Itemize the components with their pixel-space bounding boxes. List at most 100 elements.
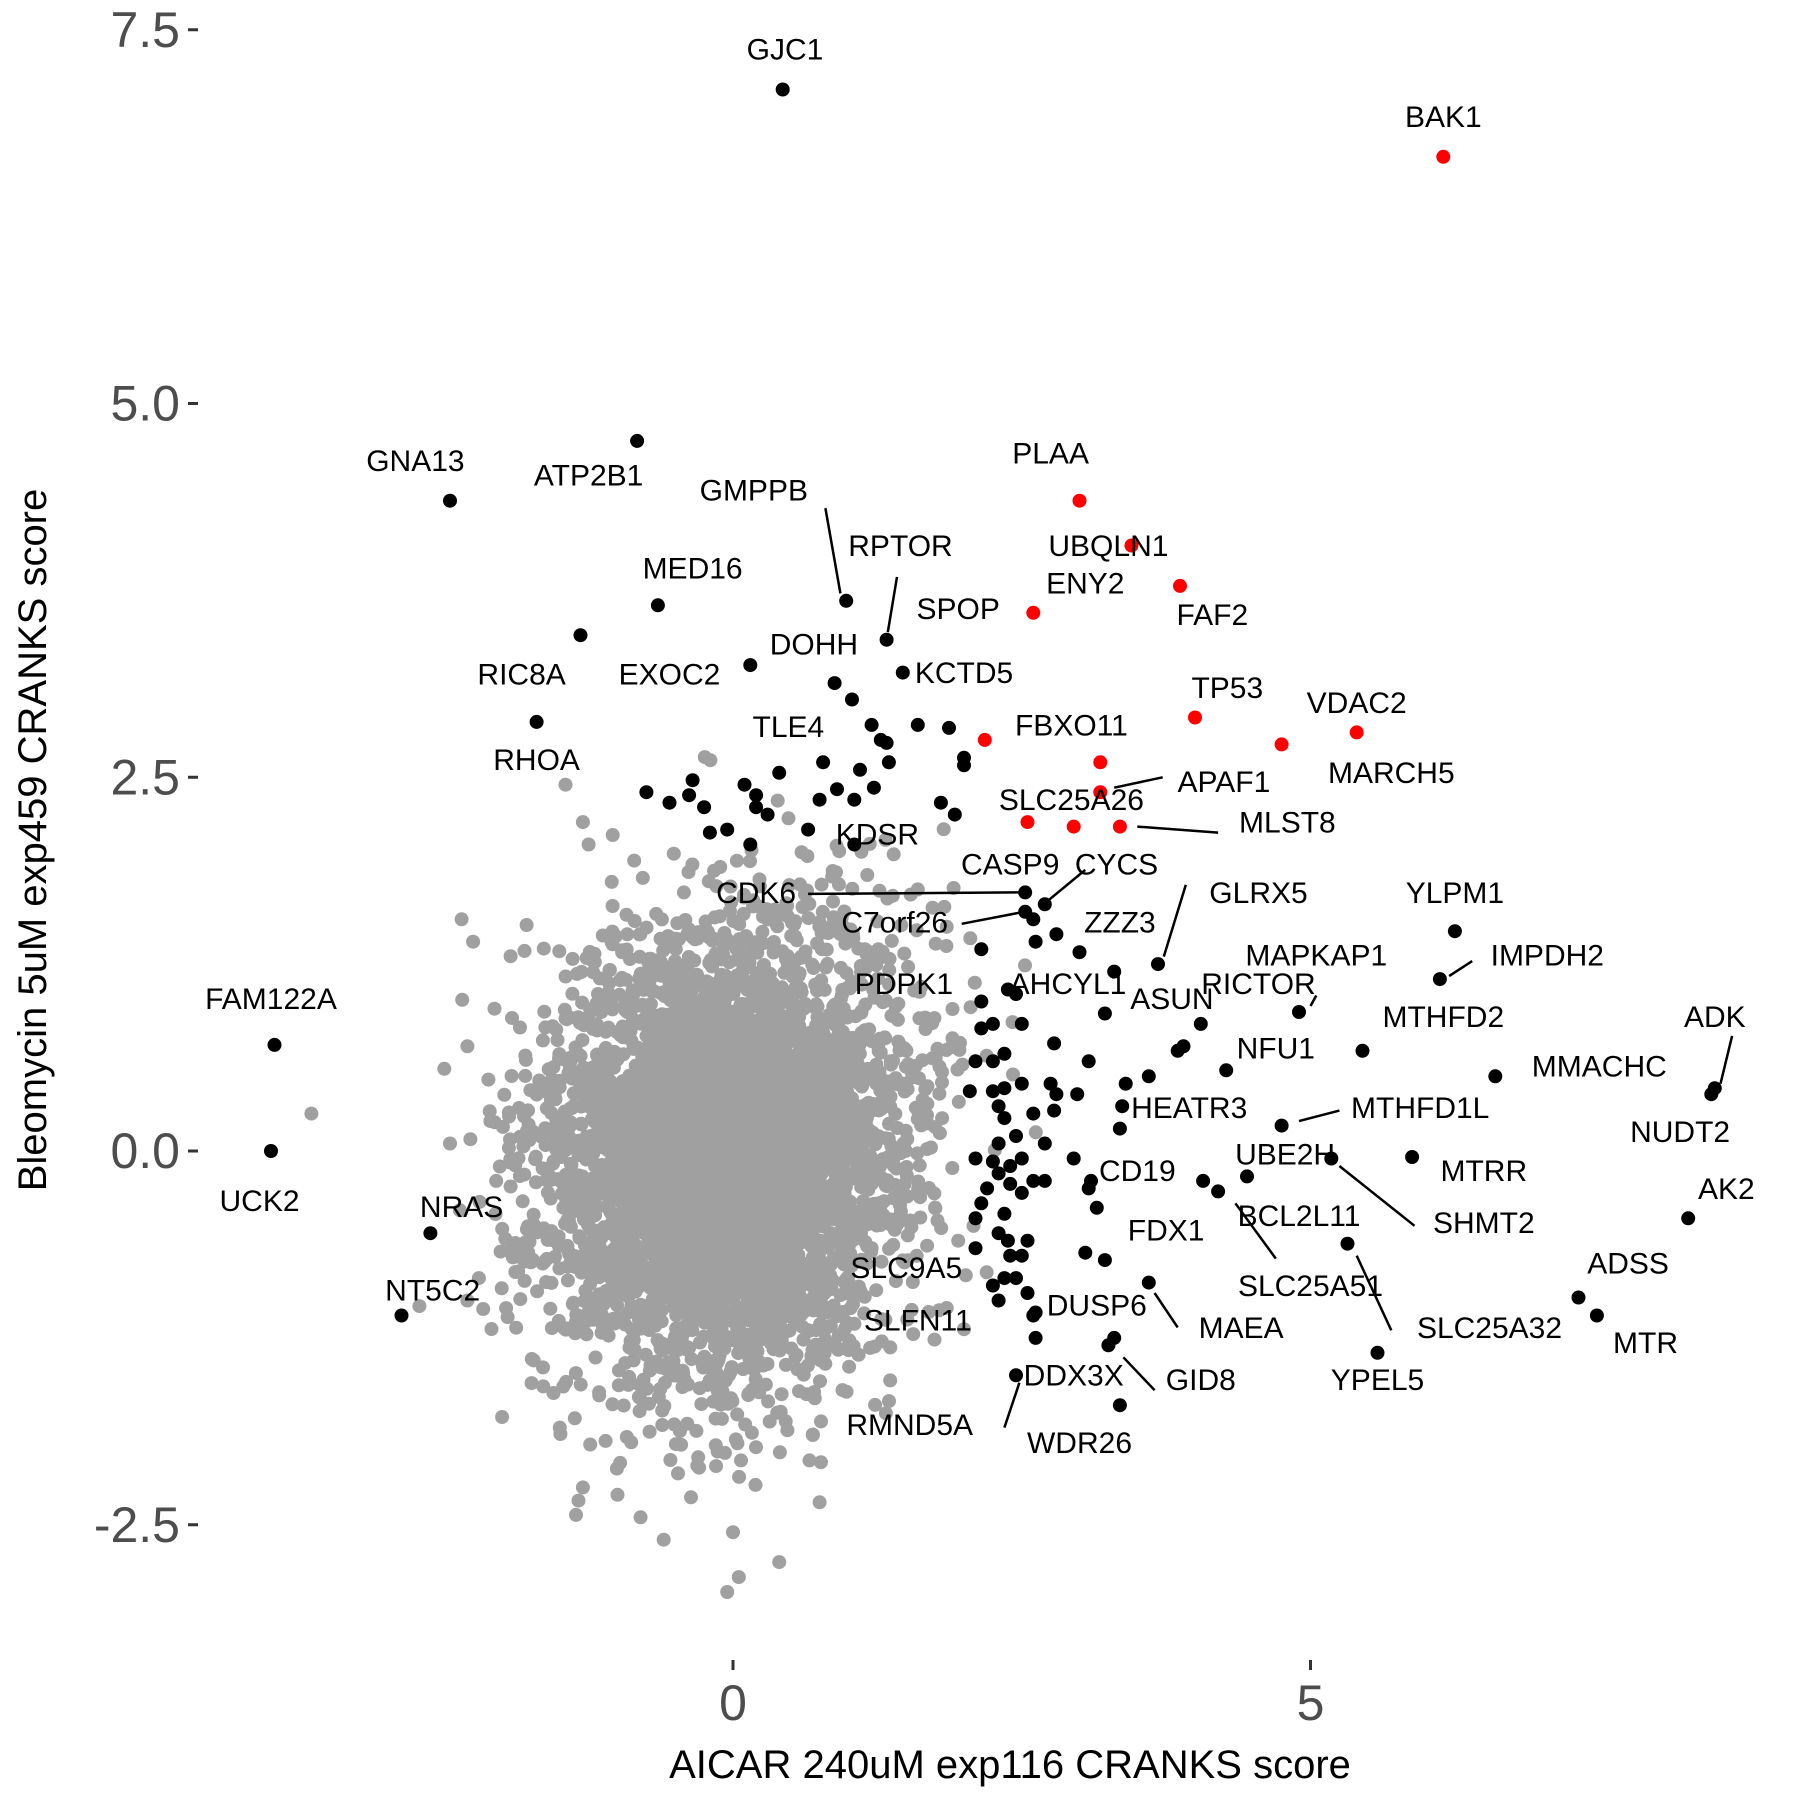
background-point: [714, 1411, 729, 1426]
background-point: [878, 832, 893, 847]
background-point: [831, 877, 846, 892]
background-point: [668, 942, 683, 957]
background-point: [809, 1337, 823, 1352]
background-point: [567, 1411, 582, 1426]
background-point: [846, 1339, 861, 1354]
background-point: [894, 918, 909, 933]
background-point: [882, 963, 897, 978]
background-point: [530, 1284, 545, 1299]
background-point: [920, 1116, 935, 1131]
background-point: [546, 1386, 561, 1400]
background-point: [707, 863, 721, 878]
background-point: [566, 1086, 581, 1101]
background-point: [911, 1174, 926, 1189]
background-point: [550, 1033, 565, 1047]
background-point: [882, 1394, 896, 1409]
background-point: [508, 1236, 523, 1250]
background-point: [587, 946, 602, 961]
background-point: [651, 1390, 666, 1404]
background-point: [605, 1397, 620, 1412]
background-point: [729, 1004, 744, 1019]
background-point: [857, 1289, 872, 1304]
background-point: [666, 846, 681, 861]
background-point: [886, 1237, 901, 1252]
background-point: [859, 1068, 874, 1083]
background-point: [730, 1407, 745, 1422]
background-point: [570, 966, 584, 981]
background-point: [536, 1379, 551, 1394]
background-point: [635, 1048, 650, 1062]
background-point: [654, 1360, 668, 1375]
background-point: [979, 1265, 994, 1280]
background-point: [920, 1238, 935, 1253]
background-point: [670, 916, 685, 931]
background-point: [906, 1327, 921, 1342]
background-point: [621, 1305, 636, 1320]
background-point: [842, 1359, 857, 1374]
background-point: [472, 1194, 487, 1209]
background-point: [853, 1125, 867, 1140]
background-point: [583, 1276, 598, 1291]
background-point: [594, 1258, 609, 1273]
background-point: [493, 1244, 508, 1259]
background-point: [602, 963, 617, 978]
background-point: [723, 1224, 737, 1238]
background-point: [827, 1337, 842, 1352]
background-point: [497, 1087, 512, 1102]
background-point: [577, 1253, 592, 1267]
background-point: [546, 1154, 561, 1169]
background-point: [717, 1445, 732, 1460]
background-point: [595, 1318, 610, 1333]
background-point: [624, 1435, 639, 1450]
background-point: [537, 1004, 552, 1019]
background-point: [900, 1132, 915, 1146]
background-point: [684, 1490, 698, 1505]
background-point: [590, 1048, 605, 1063]
background-point: [794, 1307, 809, 1322]
background-point: [538, 1121, 553, 1136]
background-point: [900, 1228, 915, 1243]
background-point: [562, 1215, 577, 1230]
background-point: [573, 1377, 588, 1392]
background-point: [841, 1097, 856, 1112]
background-point: [860, 868, 875, 882]
background-point: [794, 845, 809, 860]
background-point: [495, 1410, 510, 1424]
background-point: [494, 1281, 509, 1296]
background-point: [628, 1322, 643, 1337]
background-point: [1028, 1125, 1043, 1140]
background-point: [526, 1207, 541, 1222]
background-point: [586, 1136, 601, 1151]
background-point: [735, 1015, 750, 1030]
background-point: [717, 994, 732, 1009]
background-point: [557, 1200, 572, 1215]
background-point: [650, 1114, 665, 1128]
background-point: [632, 1404, 647, 1419]
background-point: [883, 1373, 898, 1388]
background-point: [642, 1424, 657, 1439]
background-point: [872, 883, 887, 898]
background-point: [545, 1233, 559, 1248]
background-point: [504, 1069, 519, 1083]
background-point: [613, 1287, 627, 1302]
background-point: [715, 1243, 730, 1258]
background-point: [603, 1074, 618, 1089]
background-point: [770, 919, 785, 934]
background-point: [517, 943, 532, 958]
background-point: [785, 915, 799, 930]
background-point: [618, 1356, 633, 1371]
background-point: [627, 853, 642, 868]
background-point: [565, 951, 580, 966]
background-point: [669, 1248, 683, 1263]
background-point: [882, 1116, 896, 1131]
background-point: [814, 1414, 828, 1429]
background-point: [743, 854, 757, 869]
background-point: [656, 985, 671, 1000]
background-point: [756, 909, 770, 924]
background-point: [717, 926, 732, 940]
background-point: [544, 1137, 558, 1152]
background-point: [605, 899, 620, 913]
background-point: [732, 1469, 747, 1484]
background-point: [716, 948, 731, 963]
background-point: [886, 1054, 900, 1068]
